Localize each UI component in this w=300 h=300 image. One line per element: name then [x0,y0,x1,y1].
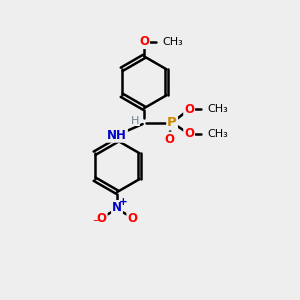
Text: N: N [112,201,122,214]
Text: O: O [127,212,137,224]
Text: CH₃: CH₃ [162,37,183,46]
Text: +: + [118,196,127,206]
Text: ⁻: ⁻ [92,218,99,230]
Text: H: H [131,116,140,126]
Text: O: O [97,212,107,224]
Text: NH: NH [107,129,127,142]
Text: O: O [139,35,149,48]
Text: O: O [184,127,194,140]
Text: O: O [164,133,174,146]
Text: CH₃: CH₃ [207,104,228,114]
Text: CH₃: CH₃ [207,128,228,139]
Text: O: O [184,103,194,116]
Text: P: P [167,116,177,129]
